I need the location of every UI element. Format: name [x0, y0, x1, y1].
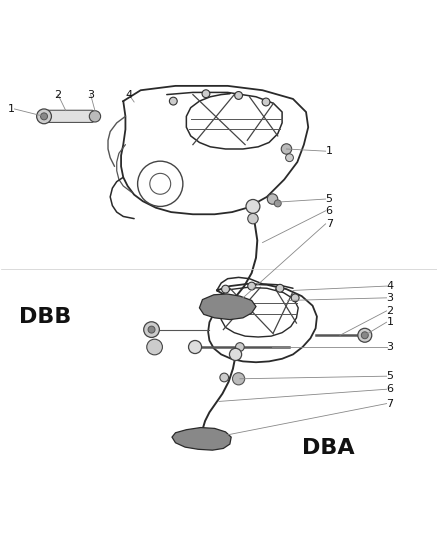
Circle shape: [291, 294, 299, 302]
Circle shape: [148, 326, 155, 333]
Text: DBA: DBA: [302, 439, 354, 458]
Circle shape: [147, 339, 162, 355]
Circle shape: [276, 284, 284, 292]
Circle shape: [144, 322, 159, 337]
Text: 7: 7: [325, 219, 333, 229]
Polygon shape: [172, 427, 231, 450]
Text: 5: 5: [387, 371, 394, 381]
Circle shape: [262, 98, 270, 106]
Circle shape: [37, 109, 51, 124]
Text: 3: 3: [87, 90, 94, 100]
Circle shape: [358, 328, 372, 342]
Circle shape: [202, 90, 210, 98]
Text: 3: 3: [387, 342, 394, 352]
Text: 4: 4: [387, 281, 394, 291]
Circle shape: [236, 343, 244, 351]
Circle shape: [248, 213, 258, 224]
Text: 5: 5: [325, 194, 332, 204]
Circle shape: [361, 332, 368, 339]
Circle shape: [41, 113, 47, 120]
Circle shape: [274, 200, 281, 207]
Circle shape: [188, 341, 201, 353]
Text: 1: 1: [325, 146, 332, 156]
Circle shape: [89, 111, 101, 122]
Circle shape: [233, 373, 245, 385]
Text: DBB: DBB: [19, 306, 71, 327]
Text: 1: 1: [7, 104, 14, 114]
Text: 1: 1: [387, 317, 394, 327]
Polygon shape: [199, 294, 256, 320]
Circle shape: [267, 194, 278, 204]
Circle shape: [170, 97, 177, 105]
Text: 2: 2: [54, 90, 61, 100]
Text: 7: 7: [387, 399, 394, 409]
FancyBboxPatch shape: [47, 110, 94, 123]
Circle shape: [281, 144, 292, 154]
Text: 6: 6: [387, 384, 394, 394]
Text: 6: 6: [325, 206, 332, 216]
Circle shape: [222, 285, 230, 293]
Circle shape: [246, 199, 260, 213]
Circle shape: [286, 154, 293, 161]
Circle shape: [230, 349, 242, 360]
Circle shape: [235, 92, 243, 99]
Text: 3: 3: [387, 293, 394, 303]
Circle shape: [220, 373, 229, 382]
Text: 4: 4: [125, 90, 132, 100]
Circle shape: [248, 282, 255, 290]
Text: 2: 2: [387, 306, 394, 316]
